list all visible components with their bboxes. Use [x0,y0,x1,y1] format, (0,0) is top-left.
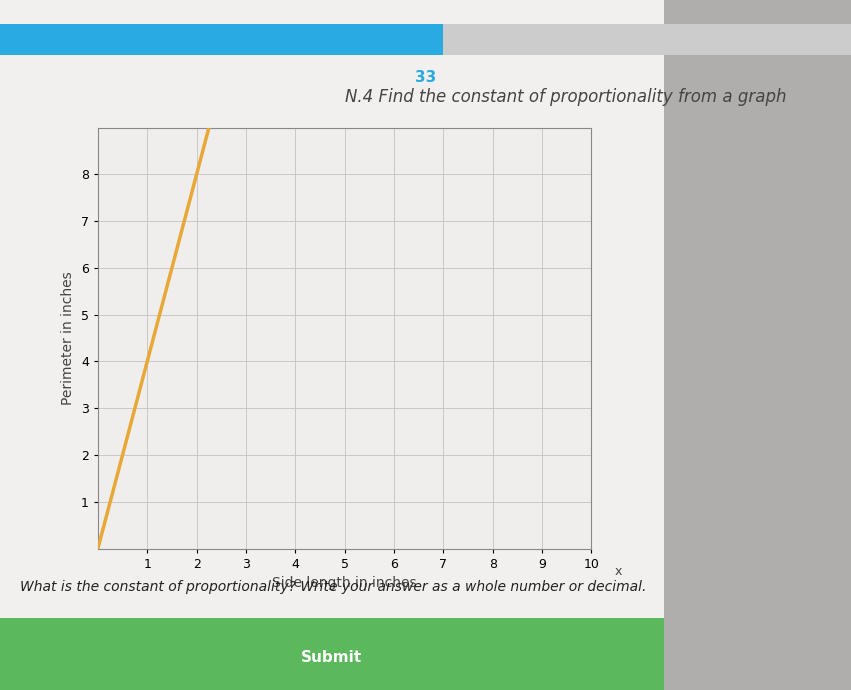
Bar [664,0,851,690]
Bar [0,24,851,55]
Text: What is the constant of proportionality? Write your answer as a whole number or : What is the constant of proportionality?… [20,580,647,594]
Text: 33: 33 [415,70,436,85]
Bar [0,24,443,55]
Text: x: x [615,565,622,578]
Bar [0,0,664,690]
Text: N.4 Find the constant of proportionality from a graph: N.4 Find the constant of proportionality… [346,88,786,106]
Text: Submit: Submit [301,650,363,665]
Y-axis label: Perimeter in inches: Perimeter in inches [61,271,75,405]
X-axis label: Side length in inches: Side length in inches [272,576,417,590]
